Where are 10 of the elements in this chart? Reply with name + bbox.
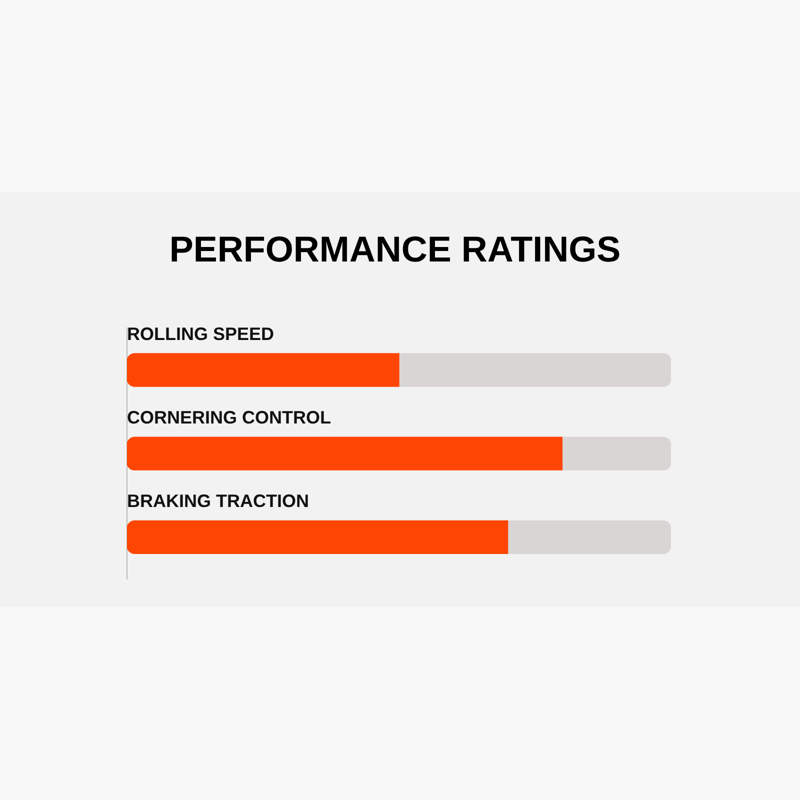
bar [127,436,563,470]
bar [398,353,671,387]
y-tick-label: ROLLING SPEED [127,324,274,344]
bar [127,353,400,387]
chart-title: PERFORMANCE RATINGS [169,228,621,270]
bar [507,520,671,554]
y-tick-label: CORNERING CONTROL [127,408,331,428]
y-tick-label: BRAKING TRACTION [127,491,309,512]
bar [127,520,508,554]
bar [562,436,671,470]
